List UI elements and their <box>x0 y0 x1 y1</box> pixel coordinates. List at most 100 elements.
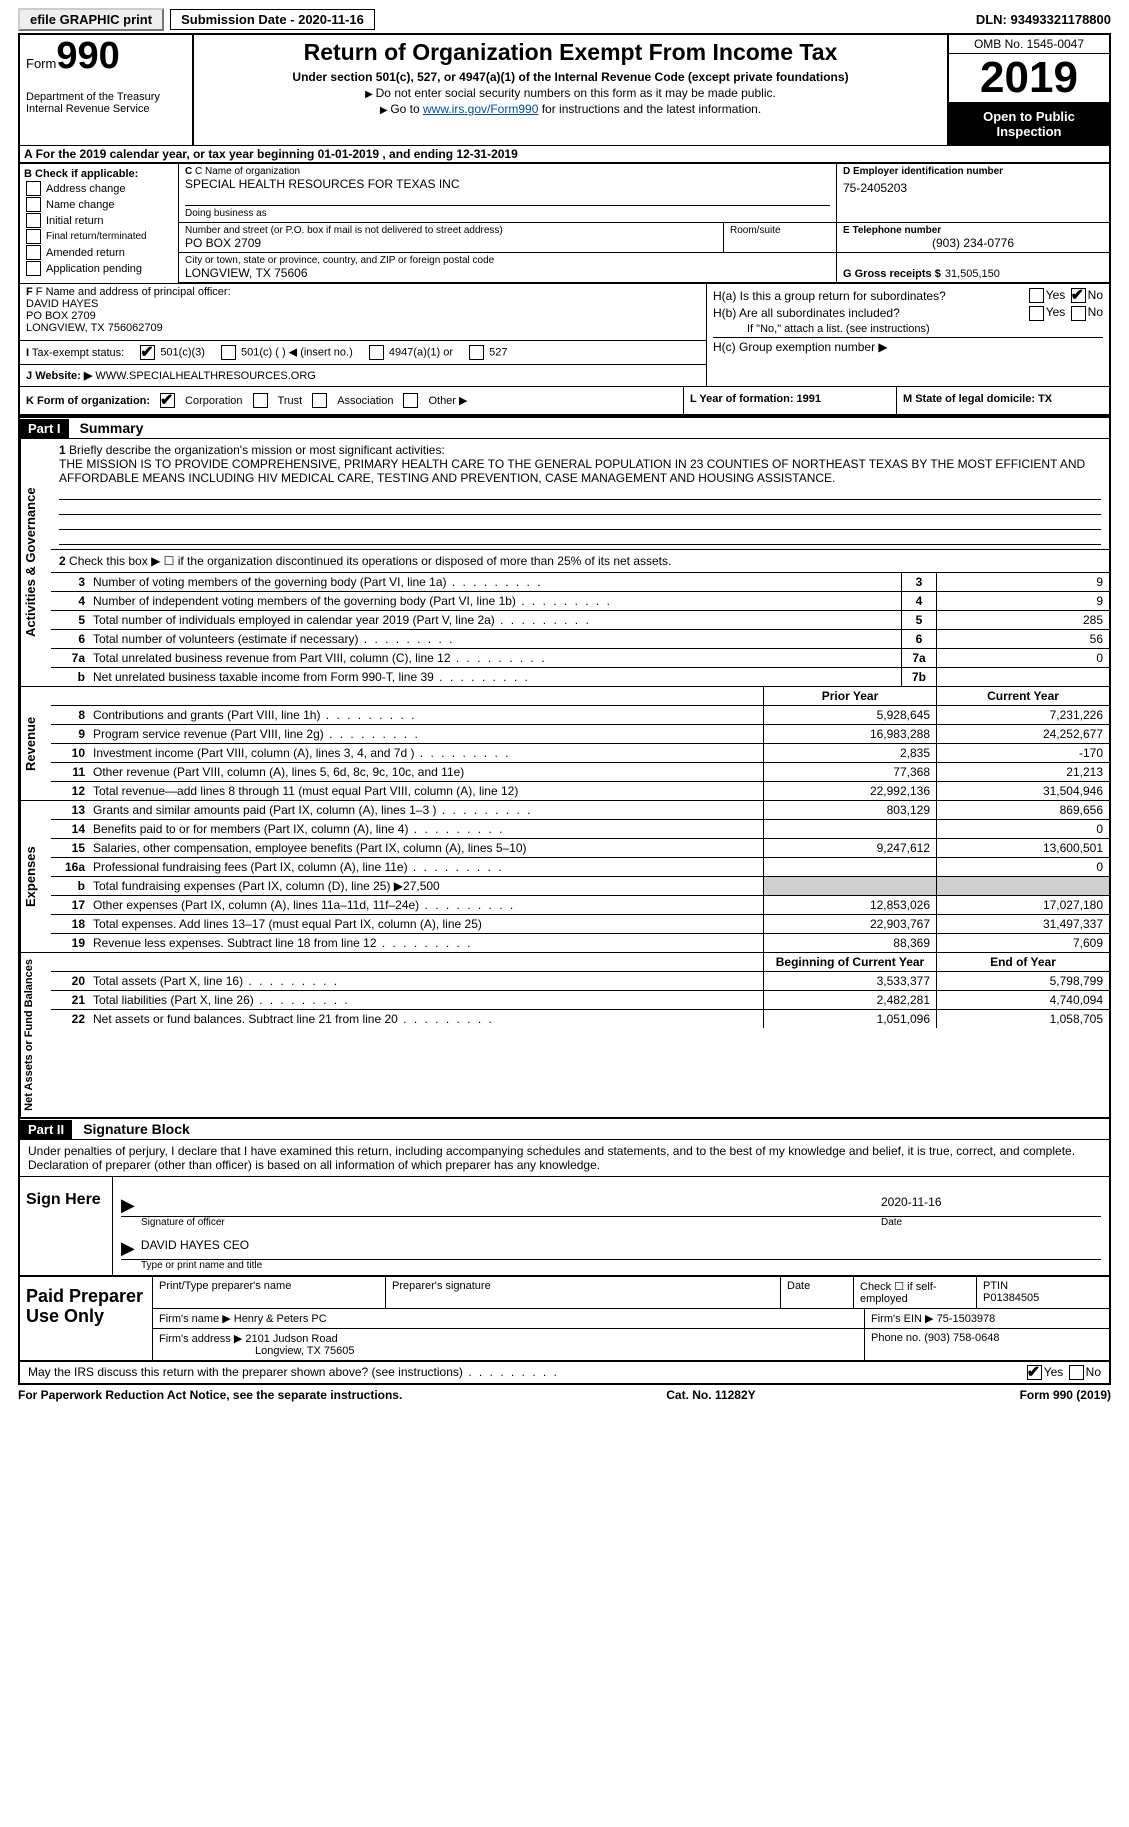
form-title: Return of Organization Exempt From Incom… <box>202 39 939 66</box>
chk-initial-return[interactable] <box>26 213 41 228</box>
part2-title: Signature Block <box>75 1119 198 1139</box>
l22b: 1,051,096 <box>763 1010 936 1028</box>
beg-year-header: Beginning of Current Year <box>763 953 936 971</box>
l20: Total assets (Part X, line 16) <box>89 972 763 990</box>
part1-bar: Part I Summary <box>18 416 1111 439</box>
gross-receipts-label: G Gross receipts $ <box>843 268 941 280</box>
l19c: 7,609 <box>936 934 1109 952</box>
dept-irs: Internal Revenue Service <box>26 103 186 115</box>
chk-final-return[interactable] <box>26 229 41 244</box>
l8: Contributions and grants (Part VIII, lin… <box>89 706 763 724</box>
side-expenses: Expenses <box>20 801 51 952</box>
sig-arrow-icon: ▶ <box>121 1195 141 1216</box>
firm-name: Henry & Peters PC <box>234 1313 327 1325</box>
prior-year-header: Prior Year <box>763 687 936 705</box>
firm-phone-label: Phone no. <box>871 1332 921 1344</box>
ein-label: D Employer identification number <box>843 166 1103 177</box>
chk-501c3[interactable] <box>140 345 155 360</box>
chk-name-change[interactable] <box>26 197 41 212</box>
form-number: 990 <box>56 35 119 77</box>
line7b-label: Net unrelated business taxable income fr… <box>89 668 901 686</box>
l18: Total expenses. Add lines 13–17 (must eq… <box>89 915 763 933</box>
cat-no: Cat. No. 11282Y <box>666 1388 755 1402</box>
line5-val: 285 <box>936 611 1109 629</box>
line7b-val <box>936 668 1109 686</box>
phone-label: E Telephone number <box>843 225 1103 236</box>
mission-text: THE MISSION IS TO PROVIDE COMPREHENSIVE,… <box>59 457 1085 485</box>
revenue-section: Revenue Prior YearCurrent Year 8Contribu… <box>18 687 1111 801</box>
chk-amended[interactable] <box>26 245 41 260</box>
chk-app-pending[interactable] <box>26 261 41 276</box>
form-footer: Form 990 (2019) <box>1020 1388 1111 1402</box>
prep-sig-header: Preparer's signature <box>386 1277 781 1308</box>
officer-city: LONGVIEW, TX 756062709 <box>26 322 700 334</box>
l17c: 17,027,180 <box>936 896 1109 914</box>
l15p: 9,247,612 <box>763 839 936 857</box>
efile-print-button[interactable]: efile GRAPHIC print <box>18 8 164 31</box>
l16bp <box>763 877 936 895</box>
firm-ein: 75-1503978 <box>937 1313 996 1325</box>
irs-discuss-question: May the IRS discuss this return with the… <box>28 1365 559 1379</box>
l18p: 22,903,767 <box>763 915 936 933</box>
l11c: 21,213 <box>936 763 1109 781</box>
l20b: 3,533,377 <box>763 972 936 990</box>
firm-addr2: Longview, TX 75605 <box>255 1345 354 1357</box>
chk-discuss-no[interactable] <box>1069 1365 1084 1380</box>
chk-ha-no[interactable] <box>1071 288 1086 303</box>
irs-discuss-row: May the IRS discuss this return with the… <box>18 1362 1111 1385</box>
sig-officer-label: Signature of officer <box>141 1217 881 1228</box>
paid-preparer-block: Paid Preparer Use Only Print/Type prepar… <box>18 1277 1111 1362</box>
l11p: 77,368 <box>763 763 936 781</box>
chk-501c[interactable] <box>221 345 236 360</box>
sig-arrow2-icon: ▶ <box>121 1238 141 1259</box>
ptin-value: P01384505 <box>983 1292 1103 1304</box>
klm-row: K Form of organization: Corporation Trus… <box>18 387 1111 416</box>
website-value: WWW.SPECIALHEALTHRESOURCES.ORG <box>95 370 315 382</box>
form-subtitle: Under section 501(c), 527, or 4947(a)(1)… <box>202 70 939 84</box>
chk-4947[interactable] <box>369 345 384 360</box>
l12c: 31,504,946 <box>936 782 1109 800</box>
chk-corp[interactable] <box>160 393 175 408</box>
chk-hb-yes[interactable] <box>1029 306 1044 321</box>
public-inspection-badge: Open to Public Inspection <box>949 103 1109 145</box>
chk-address-change[interactable] <box>26 181 41 196</box>
end-year-header: End of Year <box>936 953 1109 971</box>
section-a-tax-year: A For the 2019 calendar year, or tax yea… <box>18 145 1111 164</box>
chk-ha-yes[interactable] <box>1029 288 1044 303</box>
chk-other[interactable] <box>403 393 418 408</box>
k-label: K Form of organization: <box>26 395 150 407</box>
l20e: 5,798,799 <box>936 972 1109 990</box>
footer: For Paperwork Reduction Act Notice, see … <box>18 1385 1111 1405</box>
form990-link[interactable]: www.irs.gov/Form990 <box>423 102 538 116</box>
expenses-section: Expenses 13Grants and similar amounts pa… <box>18 801 1111 953</box>
l21e: 4,740,094 <box>936 991 1109 1009</box>
part2-label: Part II <box>20 1120 72 1139</box>
line3-label: Number of voting members of the governin… <box>89 573 901 591</box>
prep-name-header: Print/Type preparer's name <box>153 1277 386 1308</box>
ptin-label: PTIN <box>983 1280 1103 1292</box>
ein-value: 75-2405203 <box>843 181 1103 195</box>
l12p: 22,992,136 <box>763 782 936 800</box>
l21b: 2,482,281 <box>763 991 936 1009</box>
l10p: 2,835 <box>763 744 936 762</box>
chk-527[interactable] <box>469 345 484 360</box>
side-revenue: Revenue <box>20 687 51 800</box>
l8p: 5,928,645 <box>763 706 936 724</box>
instr-link: Go to www.irs.gov/Form990 for instructio… <box>202 102 939 116</box>
chk-hb-no[interactable] <box>1071 306 1086 321</box>
chk-assoc[interactable] <box>312 393 327 408</box>
chk-discuss-yes[interactable] <box>1027 1365 1042 1380</box>
l18c: 31,497,337 <box>936 915 1109 933</box>
street-label: Number and street (or P.O. box if mail i… <box>185 225 717 236</box>
l10: Investment income (Part VIII, column (A)… <box>89 744 763 762</box>
website-label: Website: ▶ <box>35 370 92 382</box>
part1-title: Summary <box>72 418 152 438</box>
ha-label: H(a) Is this a group return for subordin… <box>713 289 946 303</box>
l13c: 869,656 <box>936 801 1109 819</box>
line7a-val: 0 <box>936 649 1109 667</box>
l17: Other expenses (Part IX, column (A), lin… <box>89 896 763 914</box>
phone-value: (903) 234-0776 <box>843 236 1103 250</box>
officer-label: F F Name and address of principal office… <box>26 286 700 298</box>
firm-addr-label: Firm's address ▶ <box>159 1333 242 1345</box>
chk-trust[interactable] <box>253 393 268 408</box>
